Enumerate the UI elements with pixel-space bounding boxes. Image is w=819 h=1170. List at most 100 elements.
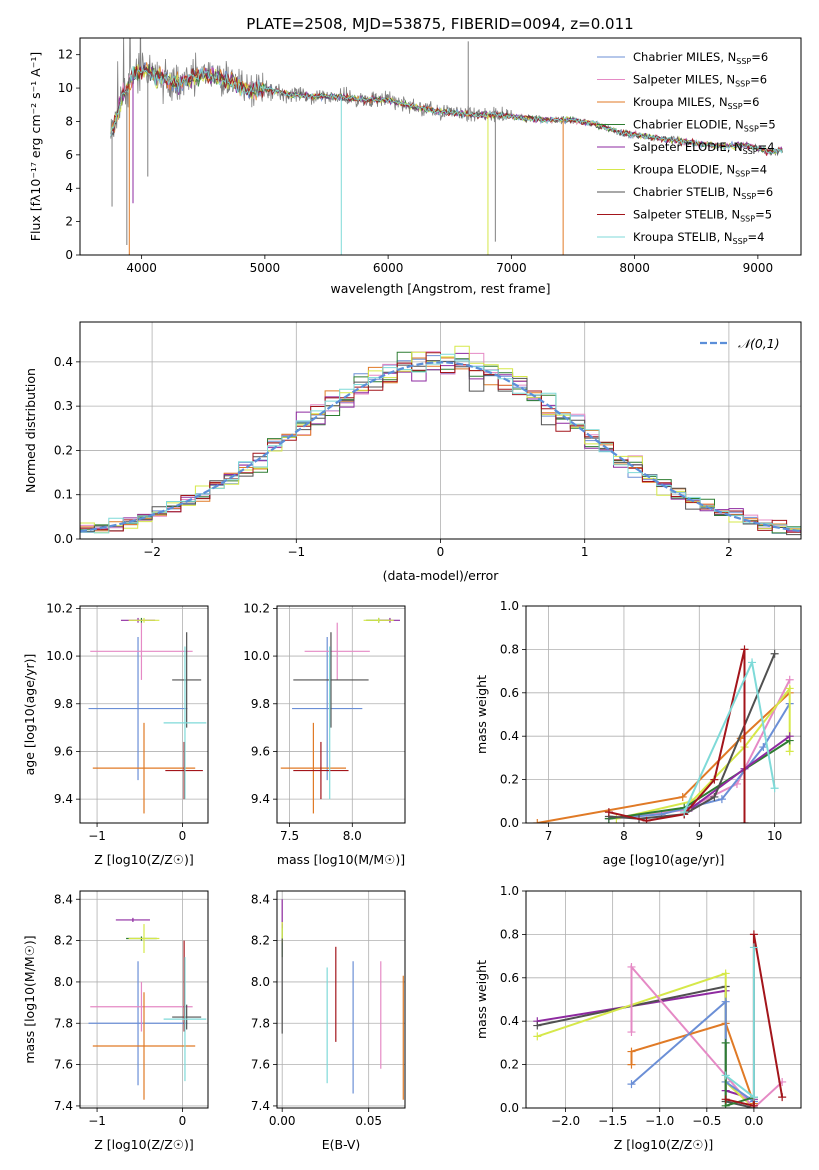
x-tick-label: 9000 (743, 261, 774, 275)
weight-marker (749, 1101, 758, 1108)
legend-entry-count: =5 (755, 208, 772, 222)
legend-entry-count: =5 (759, 118, 776, 132)
legend-entry-name: Salpeter MILES, N (633, 73, 735, 87)
chart-weight-vs-Z: −2.0 −1.5 −1.0 −0.5 0.0 0.0 0.2 0.4 0.6 0.8 1.0 Z [… (474, 884, 802, 1152)
x-tick-label: 0 (179, 829, 187, 843)
axes-frame (276, 890, 406, 1109)
y-axis-label: age [log10(age/yr)] (22, 654, 37, 776)
x-tick-label: 7 (545, 829, 553, 843)
y-tick-label: 7.8 (251, 1016, 270, 1030)
weight-marker (770, 649, 779, 658)
x-tick-label: 5000 (250, 261, 281, 275)
weight-line (536, 972, 755, 1108)
legend-entry-name: Kroupa ELODIE, N (633, 163, 735, 177)
x-tick-label: 7000 (496, 261, 527, 275)
x-tick-label: 6000 (373, 261, 404, 275)
legend-entry-name: Kroupa STELIB, N (633, 230, 733, 244)
weight-marker (642, 816, 651, 823)
weight-marker (627, 1047, 636, 1056)
y-tick-label: 10.2 (46, 601, 73, 615)
plot-area (280, 617, 400, 814)
x-tick-label: 9 (695, 829, 703, 843)
x-axis-label: age [log10(age/yr)] (603, 852, 725, 867)
x-tick-label: −2 (143, 545, 161, 559)
legend-entry-sub: SSP (741, 192, 756, 201)
x-axis-label: wavelength [Angstrom, rest frame] (330, 281, 550, 296)
y-tick-label: 8.4 (251, 892, 270, 906)
y-axis-label: mass weight (474, 960, 489, 1039)
y-tick-label: 0.4 (500, 729, 519, 743)
x-tick-label: 4000 (126, 261, 157, 275)
y-tick-label: 9.6 (251, 744, 270, 758)
axes-frame (79, 890, 209, 1109)
y-tick-label: 0.8 (500, 642, 519, 656)
axes-frame (525, 890, 802, 1109)
y-tick-label: 7.6 (54, 1058, 73, 1072)
weight-marker (533, 1032, 542, 1041)
histogram-step (80, 353, 801, 534)
y-tick-label: 12 (58, 48, 73, 62)
figure-title: PLATE=2508, MJD=53875, FIBERID=0094, z=0… (246, 15, 633, 33)
axes-frame (276, 605, 406, 824)
weight-marker (533, 1021, 542, 1030)
plot-area (80, 345, 801, 536)
x-tick-label: 0 (179, 1114, 187, 1128)
y-axis-label: Flux [fλ10⁻¹⁷ erg cm⁻² s⁻¹ A⁻¹] (28, 52, 43, 241)
weight-marker (785, 675, 794, 684)
legend-entry-name: Kroupa MILES, N (633, 95, 728, 109)
weight-marker (627, 962, 636, 971)
y-tick-label: 0.0 (500, 1101, 519, 1115)
y-tick-label: 1.0 (500, 599, 519, 613)
y-tick-label: 0.8 (500, 927, 519, 941)
y-tick-label: 0.6 (500, 971, 519, 985)
y-axis-label: Normed distribution (23, 368, 38, 493)
legend-entry-sub: SSP (728, 102, 743, 111)
y-tick-label: 7.6 (251, 1058, 270, 1072)
x-tick-label: 8.0 (343, 829, 362, 843)
y-tick-label: 6 (65, 148, 73, 162)
legend-entry: Chabrier ELODIE, NSSP=5 (633, 118, 776, 134)
weight-marker (604, 808, 613, 817)
weight-marker (748, 658, 757, 667)
weight-marker (785, 732, 794, 741)
legend-entry: Chabrier MILES, NSSP=6 (633, 50, 768, 66)
weight-marker (740, 819, 749, 823)
legend-entry-sub: SSP (736, 57, 751, 66)
y-axis-label: mass weight (474, 675, 489, 754)
weight-marker (770, 784, 779, 793)
weight-marker (785, 747, 794, 756)
chart-mass-vs-ebv: 0.00 0.05 7.4 7.6 7.8 8.0 8.2 8.4 E(B-V) (251, 890, 406, 1152)
weight-marker (533, 819, 542, 823)
weight-marker (721, 1038, 730, 1047)
weight-line (724, 1042, 755, 1108)
x-tick-label: 0.00 (269, 1114, 296, 1128)
legend-entry: Salpeter STELIB, NSSP=5 (633, 208, 772, 224)
weight-marker (759, 743, 768, 752)
legend-entry: Kroupa MILES, NSSP=6 (633, 95, 759, 111)
y-tick-label: 7.4 (251, 1099, 270, 1113)
weight-line (725, 947, 755, 1100)
plot-area (88, 617, 207, 814)
y-tick-label: 10.0 (243, 649, 270, 663)
legend-entry-name: Salpeter STELIB, N (633, 208, 740, 222)
x-axis-label: E(B-V) (322, 1137, 361, 1152)
legend-entry: Salpeter ELODIE, NSSP=4 (633, 140, 775, 156)
axes-frame (525, 605, 802, 824)
weight-line (537, 989, 755, 1101)
y-tick-label: 9.4 (251, 792, 270, 806)
x-tick-label: 10 (767, 829, 782, 843)
plot-area (533, 930, 787, 1108)
y-tick-label: 8.0 (251, 975, 270, 989)
legend-entry-count: =6 (750, 73, 767, 87)
x-tick-label: −1 (88, 829, 106, 843)
y-tick-label: 0.0 (54, 532, 73, 546)
legend-entry-normal: 𝒩(0,1) (738, 336, 780, 351)
chart-age-vs-Z: −1 0 9.4 9.6 9.8 10.0 10.2 Z [log10(Z/Z☉)] age [… (22, 601, 209, 867)
x-tick-label: 8 (620, 829, 628, 843)
chart-weight-vs-age: 7 8 9 10 0.0 0.2 0.4 0.6 0.8 1.0 age [log10(age/yr… (474, 599, 802, 867)
weight-marker (721, 1071, 730, 1080)
legend-entry-name: Chabrier ELODIE, N (633, 118, 744, 132)
legend-entry-name: Salpeter ELODIE, N (633, 140, 743, 154)
